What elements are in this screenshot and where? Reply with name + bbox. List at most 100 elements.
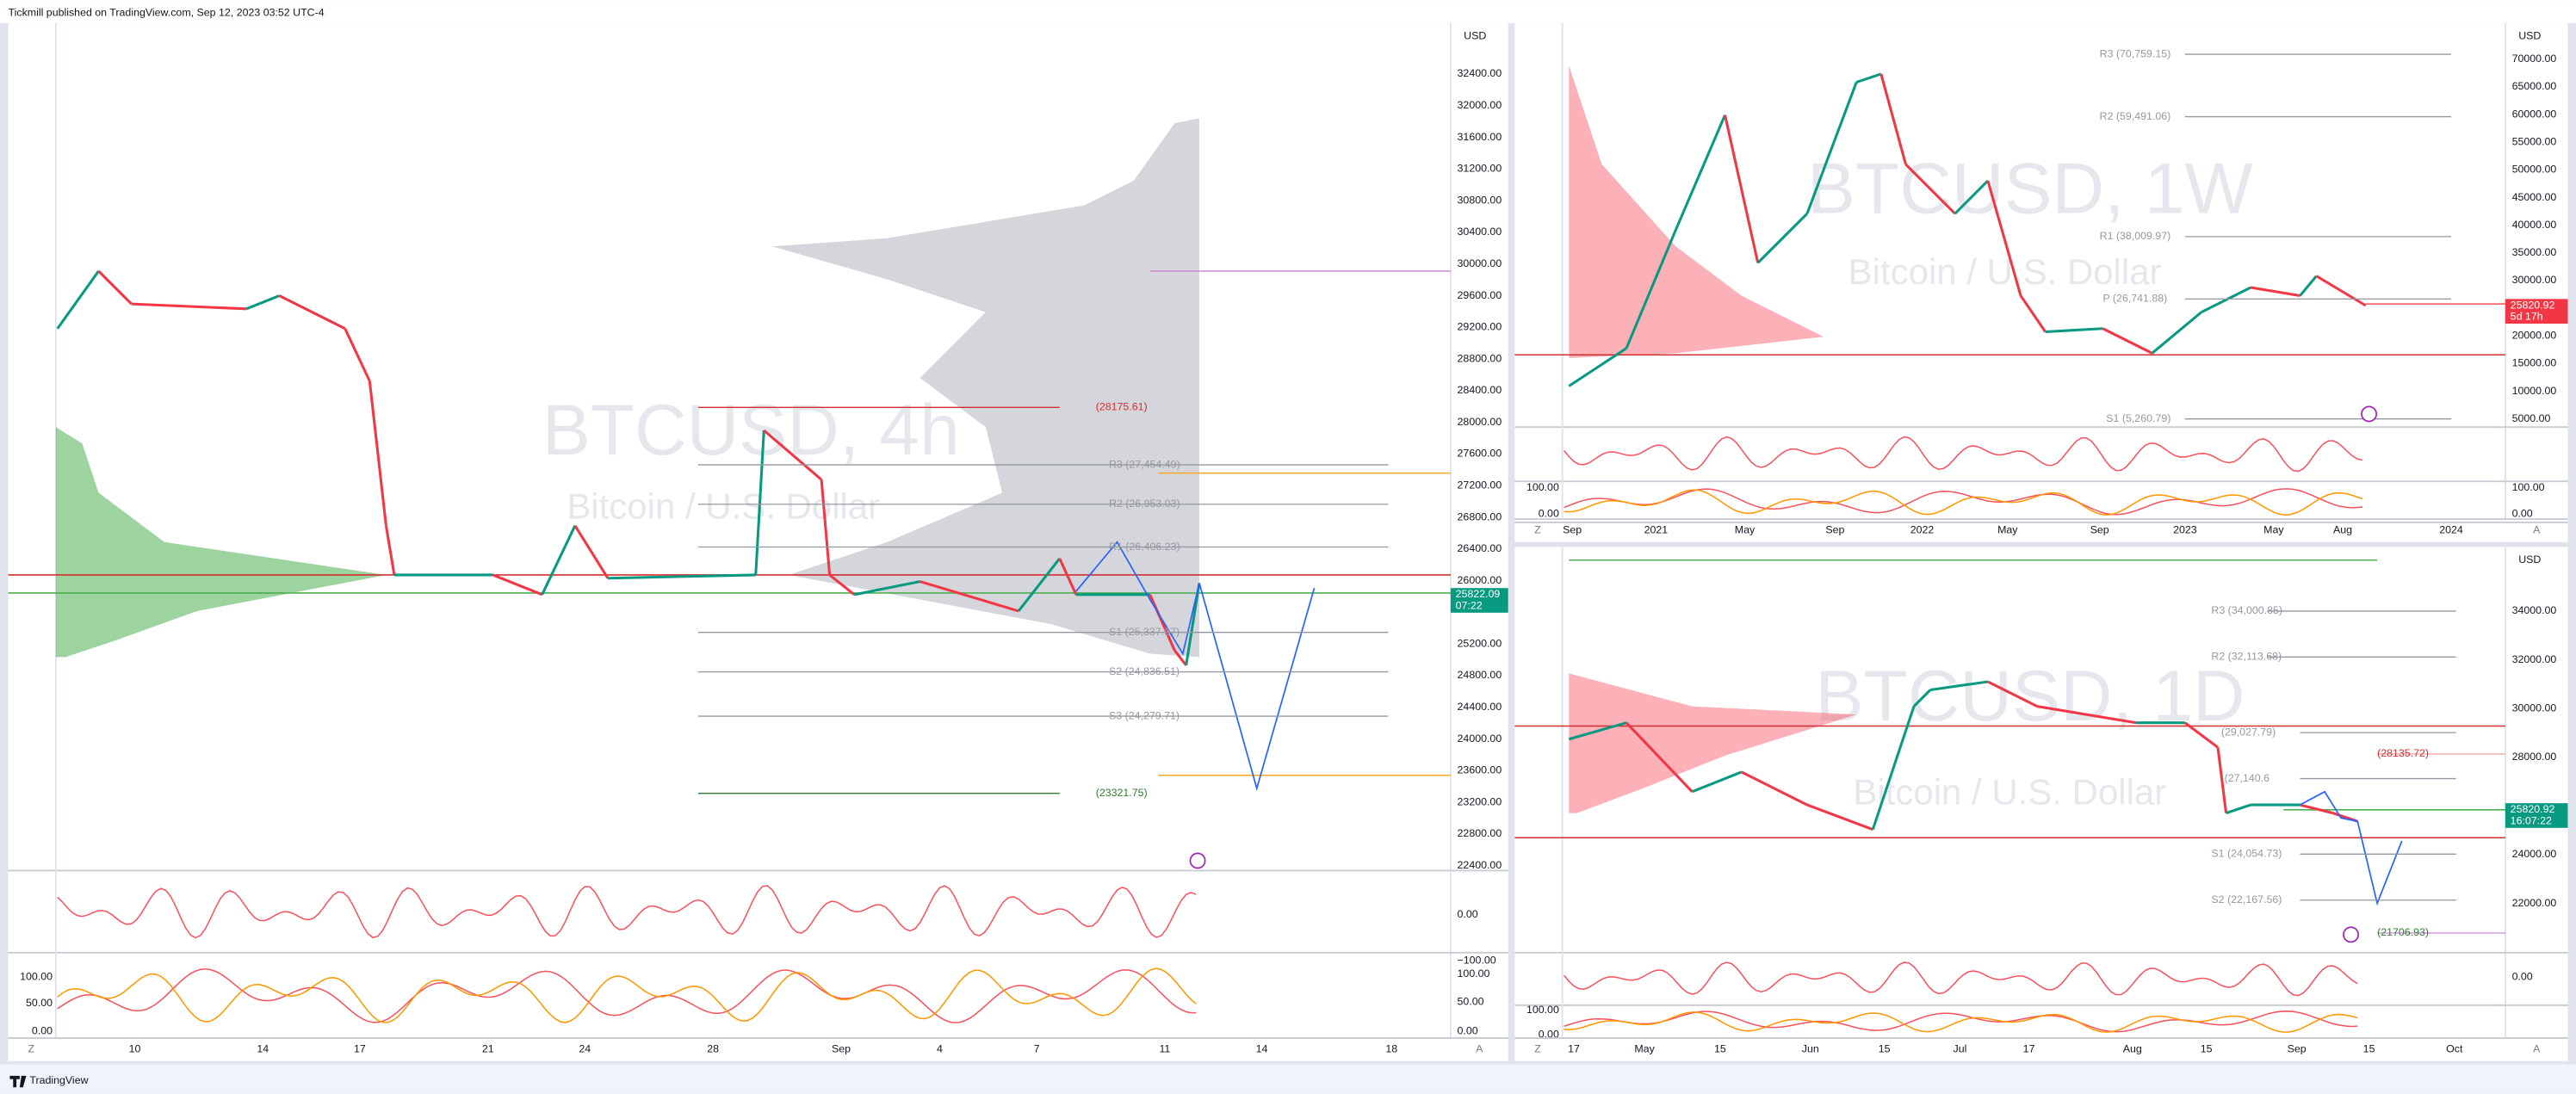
pivot-label: S2 (22,167.56) [2211, 893, 2282, 905]
pivot-label: R1 (38,009.97) [2100, 230, 2171, 242]
pivot-label: (27,140.6 [2225, 772, 2269, 784]
stochastic-tick-label: 0.00 [1458, 1025, 1478, 1037]
price-segment [1173, 649, 1187, 666]
price-segment [56, 270, 100, 330]
pivot-label: R3 (70,759.15) [2100, 47, 2171, 59]
price-tick-label: 20000.00 [2512, 330, 2557, 342]
time-tick-label: 21 [482, 1043, 494, 1055]
price-segment [1625, 229, 1677, 349]
price-segment [492, 573, 543, 596]
price-tick-label: 28400.00 [1458, 384, 1502, 396]
price-tick-label: 50000.00 [2512, 164, 2557, 176]
price-segment [2201, 286, 2251, 313]
time-tick-label: 15 [1879, 1043, 1891, 1055]
price-tick-label: 29200.00 [1458, 321, 1502, 333]
logo [9, 1075, 27, 1088]
price-segment [245, 294, 280, 311]
time-tick-label: Sep [832, 1043, 851, 1055]
price-tick-label: 40000.00 [2512, 219, 2557, 231]
price-segment [1806, 803, 1873, 831]
price-segment [97, 269, 133, 306]
price-segment [344, 328, 371, 382]
price-segment [754, 430, 765, 576]
price-tick-label: 28000.00 [2512, 751, 2557, 763]
oscillator-line [57, 885, 1197, 939]
time-tick-label: 24 [579, 1043, 591, 1055]
price-segment [607, 573, 756, 580]
stochastic-left-tick-label: 100.00 [1526, 1004, 1559, 1016]
pivot-label: P (26,741.88) [2102, 293, 2167, 305]
stochastic-left-tick-label: 0.00 [1539, 1029, 1559, 1041]
price-segment [1986, 180, 2022, 296]
time-tick-label: 15 [2363, 1043, 2375, 1055]
oscillator-tick-label: 0.00 [2512, 971, 2533, 983]
header-title: Tickmill published on TradingView.com, S… [9, 7, 325, 19]
event-icon [2361, 405, 2378, 423]
projection-path [1075, 541, 1316, 792]
price-segment [820, 479, 832, 576]
price-segment [1058, 558, 1078, 596]
auto-scale-button[interactable]: A [1476, 1043, 1483, 1055]
price-segment [920, 580, 1019, 613]
price-tick-label: 27200.00 [1458, 479, 1502, 491]
price-tick-label: 26400.00 [1458, 542, 1502, 554]
time-tick-label: 7 [1034, 1043, 1040, 1055]
price-segment [2216, 747, 2228, 813]
watermark-symbol: BTCUSD, 1W [1807, 147, 2253, 228]
time-tick-label: 10 [129, 1043, 141, 1055]
price-tick-label: 27600.00 [1458, 448, 1502, 460]
price-segment [368, 380, 387, 526]
time-tick-label: Sep [2090, 524, 2109, 536]
price-tick-label: 22000.00 [2512, 897, 2557, 909]
time-tick-label: Jul [1954, 1043, 1967, 1055]
price-segment [1568, 721, 1627, 741]
oscillator-line [1563, 436, 2363, 473]
price-tick-label: 22400.00 [1458, 859, 1502, 871]
oscillator-line [57, 967, 1197, 1023]
price-tick-label: 23600.00 [1458, 764, 1502, 776]
price-segment [2036, 705, 2136, 725]
pivot-label: R3 (27,454.49) [1109, 458, 1180, 470]
price-tick-label: 65000.00 [2512, 80, 2557, 92]
projection-path [2300, 790, 2403, 906]
stochastic-left-tick-label: 50.00 [26, 997, 53, 1009]
price-segment [2102, 327, 2153, 355]
pivot-label: (29,027.79) [2221, 726, 2276, 738]
countdown: 5d 17h [2511, 311, 2543, 323]
price-segment [2151, 311, 2202, 355]
price-segment [1912, 689, 1932, 708]
oscillator-line [1564, 489, 2363, 516]
zoom-button[interactable]: Z [28, 1043, 34, 1055]
price-tick-label: 24000.00 [2512, 848, 2557, 860]
time-tick-label: 17 [1568, 1043, 1580, 1055]
zoom-button[interactable]: Z [1534, 524, 1541, 536]
auto-scale-button[interactable]: A [2533, 1043, 2541, 1055]
volume-profile-side [55, 427, 387, 658]
time-tick-label: 2022 [1910, 524, 1935, 536]
pivot-label: (23321.75) [1096, 787, 1148, 799]
price-tick-label: 45000.00 [2512, 191, 2557, 203]
time-tick-label: 28 [707, 1043, 719, 1055]
price-segment [2226, 803, 2251, 815]
price-tick-label: 26800.00 [1458, 510, 1502, 522]
time-tick-label: 11 [1159, 1043, 1170, 1055]
price-segment [1987, 680, 2038, 708]
watermark-description: Bitcoin / U.S. Dollar [1848, 251, 2162, 292]
time-tick-label: 14 [1256, 1043, 1268, 1055]
pivot-label: S1 (5,260.79) [2106, 412, 2170, 424]
pivot-label: R2 (32,113.68) [2211, 651, 2282, 663]
currency-label: USD [2518, 553, 2541, 566]
zoom-button[interactable]: Z [1534, 1043, 1541, 1055]
price-segment [2250, 286, 2300, 298]
price-tick-label: 55000.00 [2512, 135, 2557, 147]
event-icon [2343, 926, 2360, 943]
price-segment [2299, 275, 2318, 297]
price-segment [853, 580, 920, 596]
price-segment [1871, 706, 1916, 831]
price-tick-label: 23200.00 [1458, 795, 1502, 807]
time-tick-label: 15 [2201, 1043, 2213, 1055]
price-tick-label: 30400.00 [1458, 226, 1502, 238]
auto-scale-button[interactable]: A [2533, 524, 2541, 536]
